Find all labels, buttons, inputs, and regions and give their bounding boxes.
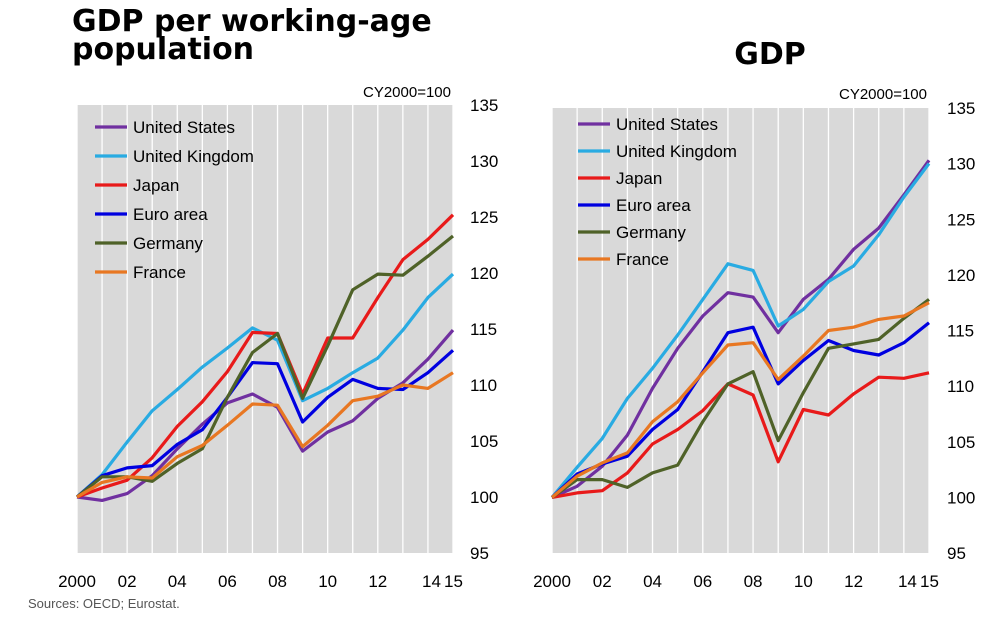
right-legend-label-japan: Japan	[616, 169, 662, 188]
left-legend-label-france: France	[133, 263, 186, 282]
right-x-tick-2000: 2000	[533, 572, 571, 591]
left-x-tick-10: 10	[318, 572, 337, 591]
right-legend-label-united-states: United States	[616, 115, 718, 134]
right-y-tick-130: 130	[947, 155, 975, 174]
left-y-tick-120: 120	[470, 264, 498, 283]
left-series-japan	[76, 213, 455, 499]
left-y-tick-105: 105	[470, 432, 498, 451]
right-legend-label-germany: Germany	[616, 223, 686, 242]
right-series-united-states	[551, 159, 931, 499]
left-x-tick-02: 02	[118, 572, 137, 591]
left-legend-label-united-kingdom: United Kingdom	[133, 147, 254, 166]
left-series-france	[76, 371, 454, 499]
left-legend-label-united-states: United States	[133, 118, 235, 137]
right-legend-label-france: France	[616, 250, 669, 269]
right-legend-label-united-kingdom: United Kingdom	[616, 142, 737, 161]
right-series-euro-area	[550, 321, 930, 499]
left-y-tick-95: 95	[470, 544, 489, 563]
left-y-tick-135: 135	[470, 96, 498, 115]
right-x-tick-12: 12	[844, 572, 863, 591]
right-y-tick-115: 115	[947, 322, 974, 341]
left-x-tick-15: 15	[444, 572, 463, 591]
left-y-tick-130: 130	[470, 152, 498, 171]
right-y-tick-125: 125	[947, 210, 975, 229]
left-x-tick-08: 08	[268, 572, 287, 591]
left-chart-title: GDP per working-age population	[72, 4, 432, 67]
right-y-tick-120: 120	[947, 266, 975, 285]
left-legend-label-euro-area: Euro area	[133, 205, 208, 224]
right-scale-note: CY2000=100	[839, 86, 927, 103]
left-y-tick-110: 110	[470, 376, 497, 395]
right-series-france	[550, 301, 930, 499]
left-x-tick-06: 06	[218, 572, 237, 591]
left-x-tick-12: 12	[368, 572, 387, 591]
right-y-tick-135: 135	[947, 99, 975, 118]
left-scale-note: CY2000=100	[363, 84, 451, 101]
source-note: Sources: OECD; Eurostat.	[28, 596, 180, 611]
left-x-tick-04: 04	[168, 572, 187, 591]
right-x-tick-08: 08	[744, 572, 763, 591]
left-series-germany	[75, 234, 455, 499]
left-y-tick-115: 115	[470, 320, 497, 339]
right-legend-label-euro-area: Euro area	[616, 196, 691, 215]
right-y-tick-100: 100	[947, 488, 975, 507]
right-y-tick-110: 110	[947, 377, 974, 396]
right-x-tick-02: 02	[593, 572, 612, 591]
right-chart-title: GDP	[734, 37, 806, 72]
left-legend-label-germany: Germany	[133, 234, 203, 253]
right-series-japan	[551, 371, 930, 499]
right-x-tick-04: 04	[643, 572, 662, 591]
right-x-tick-14: 14	[898, 572, 917, 591]
right-series-germany	[551, 298, 930, 499]
left-y-tick-125: 125	[470, 208, 498, 227]
right-x-tick-10: 10	[794, 572, 813, 591]
left-x-tick-14: 14	[422, 572, 441, 591]
right-y-tick-105: 105	[947, 433, 975, 452]
right-y-tick-95: 95	[947, 544, 966, 563]
left-legend-label-japan: Japan	[133, 176, 179, 195]
left-y-tick-100: 100	[470, 488, 498, 507]
right-series-united-kingdom	[550, 162, 931, 499]
right-x-tick-15: 15	[920, 572, 939, 591]
left-x-tick-2000: 2000	[58, 572, 96, 591]
right-x-tick-06: 06	[693, 572, 712, 591]
